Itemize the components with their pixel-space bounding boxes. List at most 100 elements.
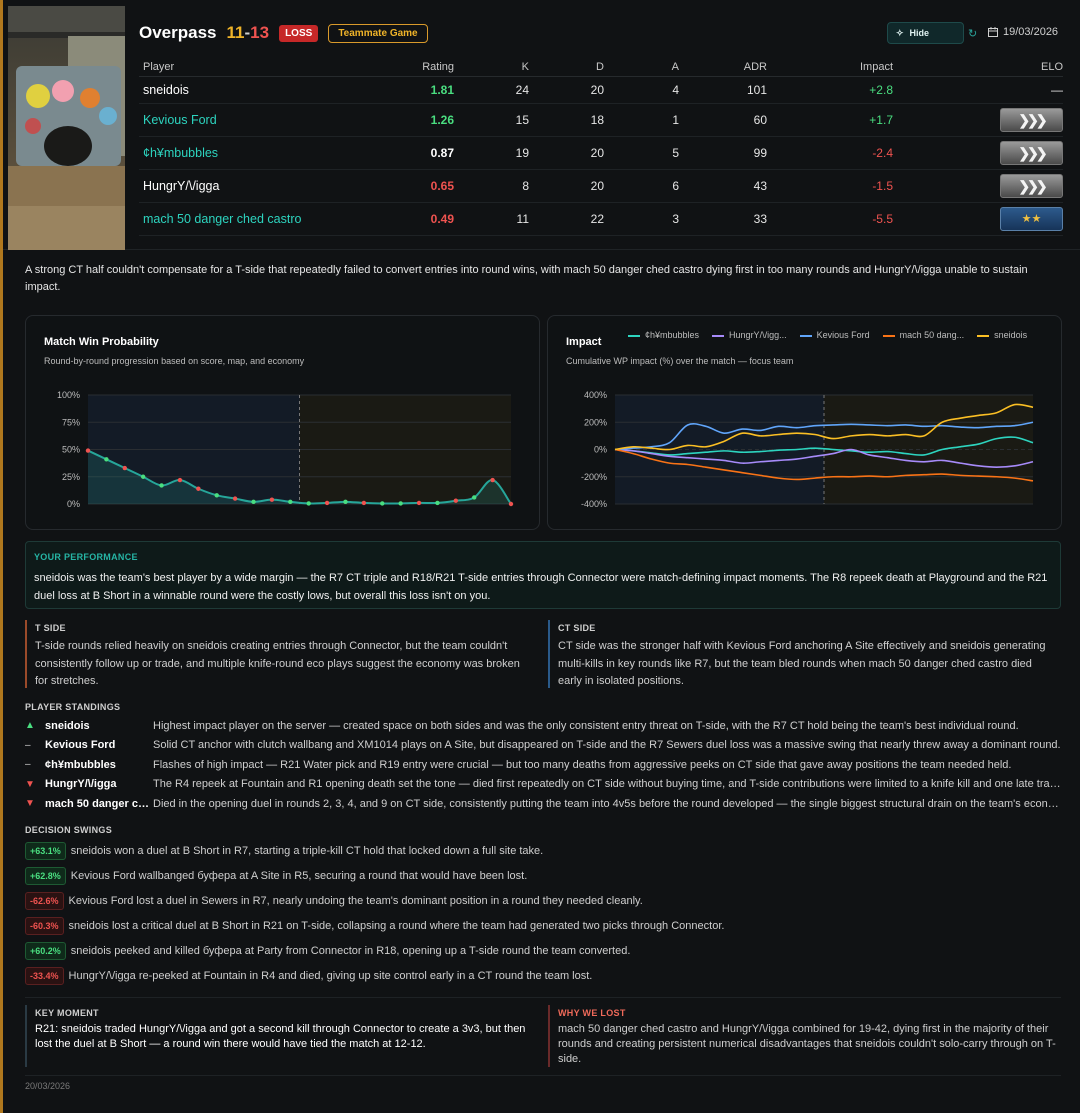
swing-text: sneidois won a duel at B Short in R7, st… <box>70 845 544 857</box>
player-assists: 6 <box>604 169 679 203</box>
legend-item[interactable]: Kevious Ford <box>799 330 870 340</box>
refresh-icon[interactable]: ↻ <box>968 28 978 40</box>
legend-item[interactable]: sneidois <box>977 330 1027 340</box>
match-date: 19/03/2026 <box>988 26 1058 38</box>
player-elo: ❯❯❯ <box>893 103 1063 137</box>
round-point <box>324 500 330 506</box>
impact-series-line <box>614 436 1034 456</box>
player-name[interactable]: sneidois <box>139 76 369 104</box>
match-date-text: 19/03/2026 <box>1003 26 1059 38</box>
round-point <box>177 477 183 483</box>
round-point <box>196 486 201 491</box>
legend-label: HungrY/\/igg... <box>729 330 787 340</box>
round-point <box>343 499 348 505</box>
swing-value: -62.6% <box>25 892 64 910</box>
round-point <box>453 498 459 503</box>
t-side-text: T-side rounds relied heavily on sneidois… <box>35 640 520 687</box>
table-row[interactable]: HungrY/\/igga 0.65 8 20 6 43 -1.5 ❯❯❯ <box>139 169 1063 203</box>
ct-side-section: CT SIDE CT side was the stronger half wi… <box>548 620 1058 688</box>
standing-marker: ▲ <box>25 720 35 731</box>
map-thumbnail <box>8 6 125 250</box>
round-point <box>232 496 238 501</box>
table-row[interactable]: sneidois 1.81 24 20 4 101 +2.8 — <box>139 76 1063 104</box>
impact-chart: 400% 200% 0% -200% -400% <box>581 390 1034 509</box>
impact-series-line <box>614 448 1034 469</box>
round-point <box>398 501 403 506</box>
legend-label: mach 50 dang... <box>899 330 965 340</box>
player-impact: +2.8 <box>767 76 893 104</box>
round-point <box>251 499 256 505</box>
legend-item[interactable]: HungrY/\/igg... <box>712 330 787 340</box>
player-adr: 43 <box>679 169 767 203</box>
standing-row: ▲ sneidois Highest impact player on the se… <box>25 716 1065 735</box>
player-adr: 99 <box>679 136 767 170</box>
legend-item[interactable]: ¢h¥mbubbles <box>628 330 699 340</box>
hide-button[interactable]: ✧ Hide <box>887 22 964 44</box>
swing-row: -60.3% sneidois lost a critical duel at B… <box>25 916 724 936</box>
player-elo: — <box>893 76 1063 104</box>
table-row[interactable]: mach 50 danger ched castro 0.49 11 22 3 33 -5.… <box>139 202 1063 236</box>
scoreboard-table: Player Rating K D A ADR Impact ELO sneid… <box>139 58 1063 236</box>
legend-label: Kevious Ford <box>816 330 870 340</box>
swing-text: Kevious Ford wallbanged буфера at A Site… <box>70 870 528 882</box>
game-type-badge: Teammate Game <box>328 23 428 43</box>
impact-series-line <box>614 448 1034 482</box>
swing-row: -62.6% Kevious Ford lost a duel in Sewers… <box>25 891 643 911</box>
team-score: 11 <box>226 23 245 42</box>
hide-button-label: Hide <box>909 28 930 38</box>
standing-player: Kevious Ford <box>45 739 116 752</box>
round-point <box>140 474 146 479</box>
player-rating: 1.26 <box>369 103 454 137</box>
player-name[interactable]: mach 50 danger ched castro <box>139 202 369 236</box>
silver-rank-icon: ❯❯❯ <box>1000 173 1063 198</box>
legend-item[interactable]: mach 50 dang... <box>882 330 965 340</box>
swing-text: sneidois peeked and killed буфера at Par… <box>70 945 631 957</box>
your-performance-label: YOUR PERFORMANCE <box>34 552 138 562</box>
why-we-lost-text: mach 50 danger ched castro and HungrY/\/… <box>558 1023 1056 1065</box>
map-name: Overpass <box>139 23 217 42</box>
key-moment-label: KEY MOMENT <box>35 1008 99 1018</box>
player-name[interactable]: ¢h¥mbubbles <box>139 136 369 170</box>
player-impact: -2.4 <box>767 136 893 170</box>
match-header: Overpass 11-13 LOSS Teammate Game ✧ Hide… <box>3 0 1080 250</box>
why-we-lost-label: WHY WE LOST <box>558 1008 626 1018</box>
col-elo: ELO <box>893 58 1063 77</box>
player-kills: 19 <box>454 136 529 170</box>
ct-side-text: CT side was the stronger half with Kevio… <box>558 640 1046 687</box>
t-side-section: T SIDE T-side rounds relied heavily on s… <box>25 620 535 688</box>
swing-row: -33.4% HungrY/\/igga re-peeked at Fountai… <box>25 966 592 986</box>
swing-value: +63.1% <box>25 842 66 860</box>
swing-value: +60.2% <box>25 942 66 960</box>
round-point <box>122 465 127 471</box>
player-kills: 15 <box>454 103 529 137</box>
player-name[interactable]: Kevious Ford <box>139 103 369 137</box>
elo-empty: — <box>1051 82 1063 97</box>
player-adr: 33 <box>679 202 767 236</box>
y-tick-label: 25% <box>62 472 80 482</box>
match-summary: A strong CT half couldn't compensate for… <box>25 264 1028 293</box>
player-rating: 0.49 <box>369 202 454 236</box>
standing-player: sneidois <box>45 719 90 732</box>
round-point <box>85 448 91 453</box>
round-point <box>306 501 311 506</box>
round-point <box>508 501 514 507</box>
player-deaths: 20 <box>529 76 604 104</box>
divider <box>25 1075 1061 1076</box>
enemy-score: 13 <box>250 23 270 42</box>
swing-value: -60.3% <box>25 917 64 935</box>
player-name[interactable]: HungrY/\/igga <box>139 169 369 203</box>
win-probability-subtitle: Round-by-round progression based on scor… <box>44 356 305 366</box>
y-tick-label: 75% <box>62 417 80 427</box>
player-impact: +1.7 <box>767 103 893 137</box>
win-probability-panel: Match Win Probability Round-by-round pro… <box>25 315 540 530</box>
player-assists: 5 <box>604 136 679 170</box>
y-tick-label: 0% <box>594 445 607 455</box>
decision-swings-label: DECISION SWINGS <box>25 825 113 835</box>
table-row[interactable]: Kevious Ford 1.26 15 18 1 60 +1.7 ❯❯❯ <box>139 103 1063 137</box>
table-row[interactable]: ¢h¥mbubbles 0.87 19 20 5 99 -2.4 ❯❯❯ <box>139 136 1063 170</box>
swing-text: HungrY/\/igga re-peeked at Fountain in R… <box>68 970 593 982</box>
swing-row: +63.1% sneidois won a duel at B Short in … <box>25 841 543 861</box>
player-elo: ★★ <box>893 202 1063 236</box>
player-impact: -5.5 <box>767 202 893 236</box>
y-tick-label: 0% <box>67 499 80 509</box>
